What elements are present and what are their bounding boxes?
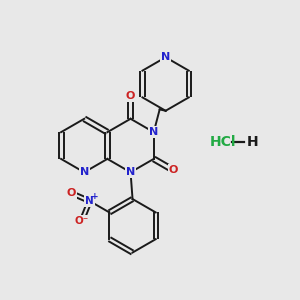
Text: O⁻: O⁻ (74, 216, 89, 226)
Text: O: O (169, 165, 178, 175)
Text: H: H (247, 135, 259, 149)
Text: N: N (161, 52, 170, 62)
Text: N: N (126, 167, 135, 177)
Text: N: N (85, 196, 94, 206)
Text: N: N (80, 167, 89, 177)
Text: HCl: HCl (209, 135, 236, 149)
Text: O: O (66, 188, 76, 198)
Text: O: O (126, 91, 135, 101)
Text: +: + (91, 192, 98, 201)
Text: N: N (149, 127, 158, 137)
